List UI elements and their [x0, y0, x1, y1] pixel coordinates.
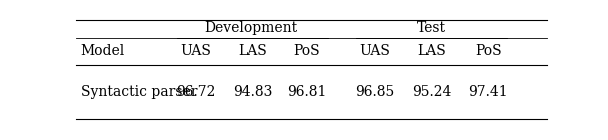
Text: PoS: PoS — [475, 44, 502, 58]
Text: LAS: LAS — [417, 44, 446, 58]
Text: UAS: UAS — [181, 44, 212, 58]
Text: 97.41: 97.41 — [469, 85, 508, 99]
Text: PoS: PoS — [294, 44, 320, 58]
Text: Syntactic parser: Syntactic parser — [81, 85, 197, 99]
Text: 95.24: 95.24 — [412, 85, 452, 99]
Text: 94.83: 94.83 — [233, 85, 272, 99]
Text: UAS: UAS — [360, 44, 391, 58]
Text: 96.81: 96.81 — [287, 85, 326, 99]
Text: Development: Development — [205, 21, 298, 35]
Text: Test: Test — [417, 21, 446, 35]
Text: Model: Model — [81, 44, 125, 58]
Text: 96.85: 96.85 — [356, 85, 395, 99]
Text: 96.72: 96.72 — [176, 85, 216, 99]
Text: LAS: LAS — [238, 44, 267, 58]
